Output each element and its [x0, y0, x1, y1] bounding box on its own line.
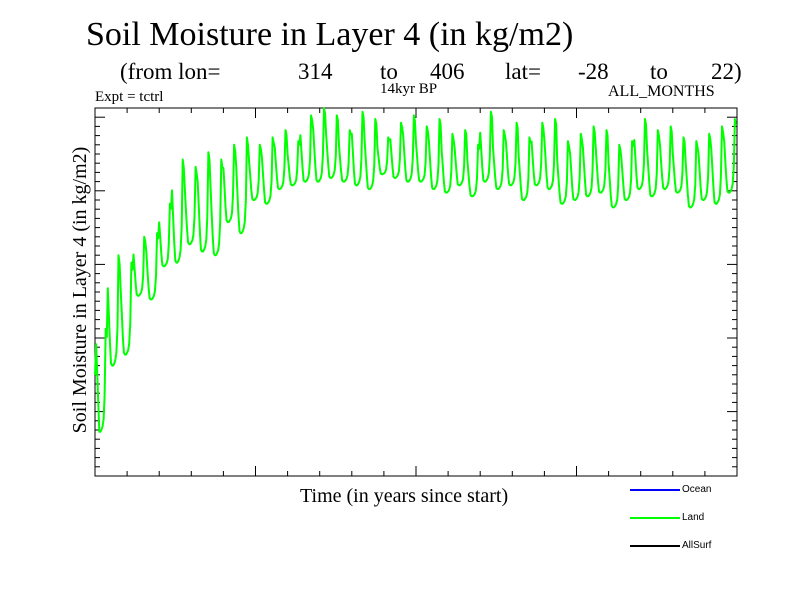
subtitle-lat-end: 22) — [711, 59, 742, 84]
series-group — [94, 107, 737, 433]
months-label: ALL_MONTHS — [608, 83, 715, 100]
subtitle-to-label-2: to — [650, 59, 668, 84]
legend-swatch-land — [630, 517, 680, 519]
subtitle-from-lon-label: (from lon= — [120, 59, 221, 84]
legend-swatch-allsurf — [630, 545, 680, 547]
series-line-land — [94, 107, 737, 433]
subtitle-lat-start: -28 — [578, 59, 609, 84]
y-axis-label: Soil Moisture in Layer 4 (in kg/m2) — [69, 146, 91, 434]
subtitle-lon-start: 314 — [298, 59, 333, 84]
period-label: 14kyr BP — [380, 81, 438, 97]
subtitle-lat-label: lat= — [505, 59, 541, 84]
legend-swatch-ocean — [630, 489, 680, 491]
x-axis-label: Time (in years since start) — [300, 485, 509, 507]
chart-title: Soil Moisture in Layer 4 (in kg/m2) — [86, 16, 574, 53]
axis-ticks — [95, 108, 737, 476]
legend-label-land: Land — [682, 512, 705, 523]
legend-label-ocean: Ocean — [682, 484, 712, 495]
plot-frame — [94, 107, 738, 477]
legend-label-allsurf: AllSurf — [682, 540, 712, 551]
subtitle-lon-end: 406 — [430, 59, 465, 84]
subtitle-to-label-1: to — [380, 59, 398, 84]
experiment-label: Expt = tctrl — [95, 89, 164, 105]
